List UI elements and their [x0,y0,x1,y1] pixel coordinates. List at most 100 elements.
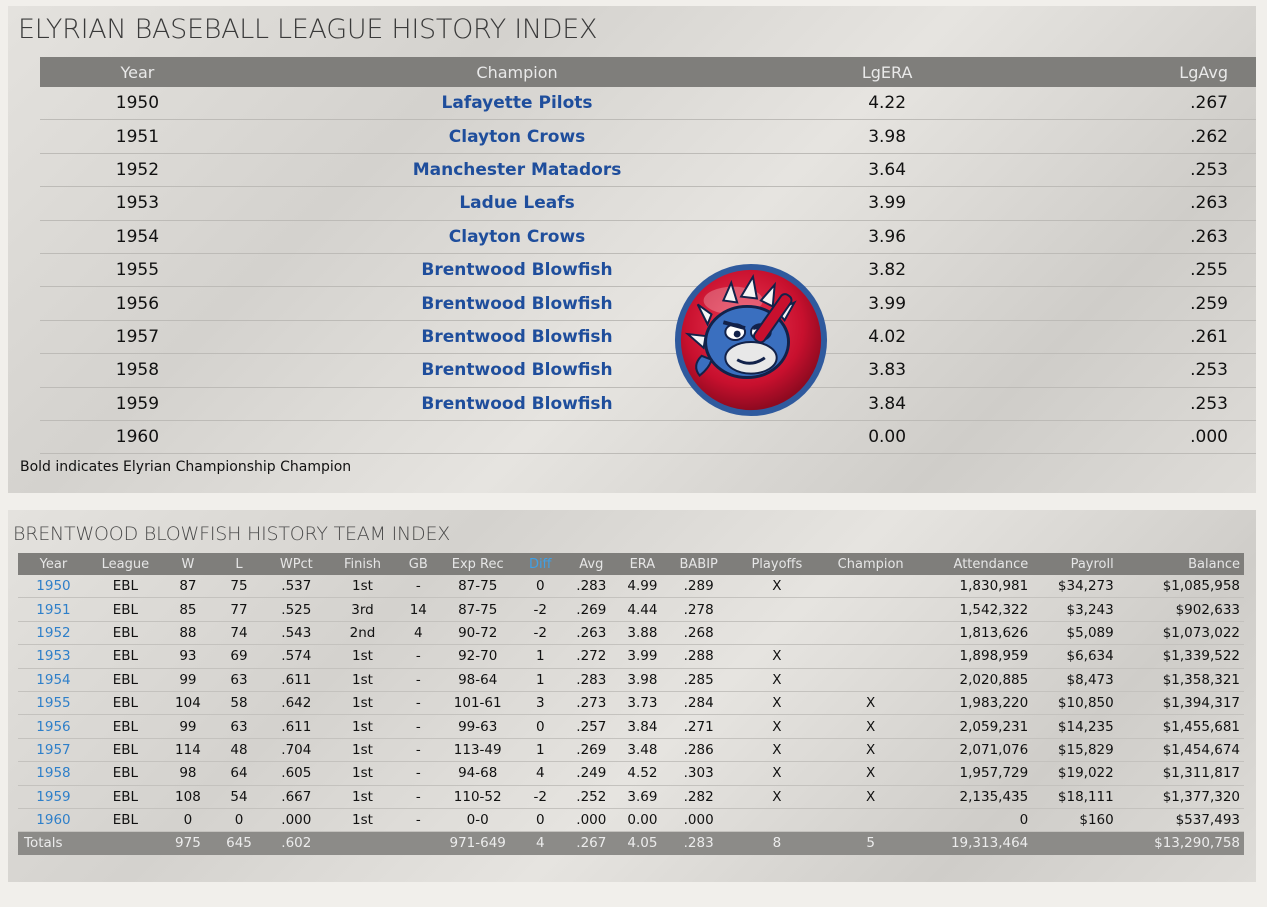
col-header-exp-rec[interactable]: Exp Rec [440,553,516,575]
champion-cell: Clayton Crows [234,220,800,254]
cell-attendance: 1,542,322 [917,597,1033,622]
cell-w: 93 [161,644,214,669]
season-year-link[interactable]: 1950 [18,575,89,599]
season-year-link[interactable]: 1955 [18,691,89,716]
cell-champion: X [823,761,918,786]
col-header-champion[interactable]: Champion [234,57,800,87]
season-year-link[interactable]: 1954 [18,668,89,692]
cell-l: 58 [213,691,265,716]
season-year-link[interactable]: 1959 [18,785,89,809]
cell-champion: X [823,714,918,739]
team-history-title: BRENTWOOD BLOWFISH HISTORY TEAM INDEX [13,523,451,545]
cell-l: 74 [213,621,265,646]
col-header-wpct[interactable]: WPct [264,553,329,575]
totals-cell: 8 [729,831,824,855]
totals-cell: .602 [264,831,329,855]
col-header-league[interactable]: League [88,553,162,575]
season-year-link[interactable]: 1957 [18,738,89,763]
league-history-row: 1953 Ladue Leafs 3.99.263 [40,186,1256,221]
cell-finish: 3rd [328,597,397,622]
cell-attendance: 1,830,981 [917,575,1033,599]
cell-attendance: 2,020,885 [917,668,1033,692]
cell-babip: .286 [667,738,730,763]
season-year-link[interactable]: 1956 [18,714,89,739]
cell-avg: .263 [565,621,618,646]
cell-era: 3.73 [617,691,668,716]
col-header-l[interactable]: L [213,553,265,575]
cell-attendance: 0 [917,808,1033,833]
year-cell: 1954 [40,220,235,254]
champion-link[interactable]: Manchester Matadors [412,159,622,180]
col-header-year[interactable]: Year [40,57,235,87]
champion-link[interactable]: Brentwood Blowfish [421,326,613,347]
cell-gb: - [396,738,441,763]
cell-champion [823,668,918,692]
champion-cell: Ladue Leafs [234,186,800,221]
cell-wpct: .543 [264,621,329,646]
season-year-link[interactable]: 1958 [18,761,89,786]
cell-diff: 1 [515,738,566,763]
cell-gb: - [396,785,441,809]
champion-link[interactable]: Lafayette Pilots [441,93,593,114]
cell-playoffs: X [729,714,824,739]
champion-link[interactable]: Ladue Leafs [459,193,575,214]
col-header-finish[interactable]: Finish [328,553,397,575]
year-cell: 1953 [40,186,235,221]
cell-gb: 4 [396,621,441,646]
year-cell: 1950 [40,87,235,121]
cell-playoffs: X [729,644,824,669]
lgera-cell: 3.84 [799,387,975,421]
col-header-era[interactable]: ERA [617,553,668,575]
season-year-link[interactable]: 1951 [18,597,89,622]
col-header-attendance[interactable]: Attendance [917,553,1033,575]
col-header-diff[interactable]: Diff [515,553,566,575]
season-year-link[interactable]: 1960 [18,808,89,833]
league-history-table: Year Champion LgERA LgAvg 1950 Lafayette … [40,57,1256,455]
cell-balance: $1,073,022 [1117,621,1244,646]
cell-w: 85 [161,597,214,622]
col-header-w[interactable]: W [161,553,214,575]
col-header-playoffs[interactable]: Playoffs [729,553,824,575]
champion-link[interactable]: Clayton Crows [448,226,586,247]
cell-wpct: .000 [264,808,329,833]
cell-babip: .278 [667,597,730,622]
cell-diff: 1 [515,644,566,669]
cell-gb: 14 [396,597,441,622]
col-header-lgera[interactable]: LgERA [799,57,975,87]
cell-l: 75 [213,575,265,599]
league-history-row: 1955 Brentwood Blowfish 3.82.255 [40,253,1256,288]
champion-link[interactable]: Brentwood Blowfish [421,360,613,381]
cell-w: 87 [161,575,214,599]
year-cell: 1952 [40,153,235,188]
col-header-gb[interactable]: GB [396,553,441,575]
champion-link[interactable]: Brentwood Blowfish [421,293,613,314]
season-year-link[interactable]: 1952 [18,621,89,646]
cell-babip: .268 [667,621,730,646]
cell-playoffs [729,621,824,646]
cell-payroll: $14,235 [1032,714,1118,739]
col-header-champion[interactable]: Champion [823,553,918,575]
cell-attendance: 2,071,076 [917,738,1033,763]
team-history-table: Year League W L WPct Finish GB Exp Rec Diff Avg ER… [18,553,1244,855]
champion-link[interactable]: Brentwood Blowfish [421,393,613,414]
cell-avg: .252 [565,785,618,809]
cell-gb: - [396,808,441,833]
cell-l: 64 [213,761,265,786]
col-header-balance[interactable]: Balance [1117,553,1244,575]
cell-gb: - [396,644,441,669]
col-header-year[interactable]: Year [18,553,89,575]
cell-league: EBL [88,808,162,833]
cell-l: 63 [213,668,265,692]
season-year-link[interactable]: 1953 [18,644,89,669]
col-header-avg[interactable]: Avg [565,553,618,575]
col-header-lgavg[interactable]: LgAvg [974,57,1256,87]
cell-league: EBL [88,621,162,646]
champion-link[interactable]: Clayton Crows [448,126,586,147]
league-history-row: 1957 Brentwood Blowfish 4.02.261 [40,320,1256,355]
champion-link[interactable]: Brentwood Blowfish [421,260,613,281]
cell-attendance: 2,135,435 [917,785,1033,809]
cell-wpct: .525 [264,597,329,622]
col-header-payroll[interactable]: Payroll [1032,553,1118,575]
cell-balance: $1,339,522 [1117,644,1244,669]
col-header-babip[interactable]: BABIP [667,553,730,575]
